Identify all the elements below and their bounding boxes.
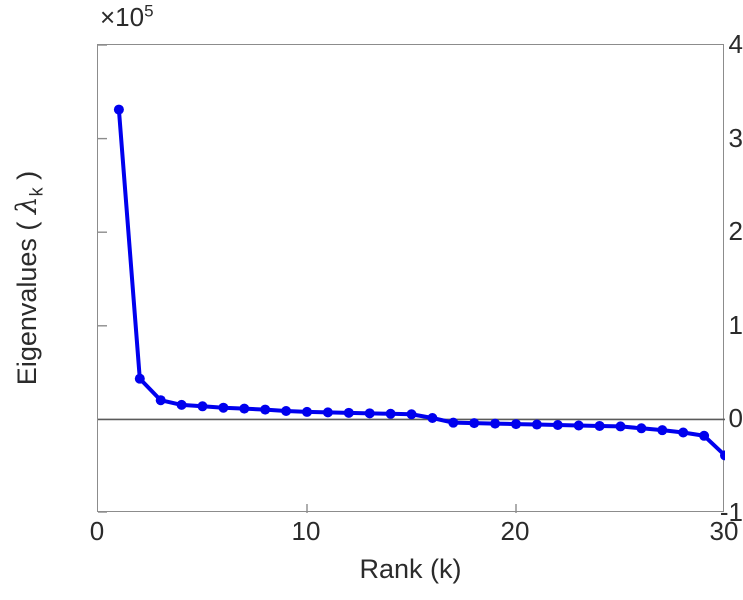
eigenvalue-markers bbox=[113, 104, 725, 461]
data-point-marker bbox=[448, 417, 459, 428]
data-point-marker bbox=[218, 402, 229, 413]
data-point-marker bbox=[239, 403, 250, 414]
data-point-marker bbox=[469, 418, 480, 429]
y-axis-multiplier-exponent: 5 bbox=[144, 1, 154, 21]
data-point-marker bbox=[490, 418, 501, 429]
y-axis-title: Eigenvalues ( λk ) bbox=[10, 44, 47, 512]
y-tick-label: 4 bbox=[728, 29, 743, 59]
y-axis-multiplier-label: ×105 bbox=[100, 1, 154, 32]
data-point-marker bbox=[197, 401, 208, 412]
data-point-marker bbox=[573, 420, 584, 431]
lambda-subscript: k bbox=[26, 187, 47, 197]
data-point-marker bbox=[385, 408, 396, 419]
x-tick-label: 20 bbox=[500, 516, 530, 546]
data-point-marker bbox=[322, 407, 333, 418]
data-point-marker bbox=[657, 425, 668, 436]
y-axis-tick-marks bbox=[98, 45, 107, 513]
data-point-marker bbox=[615, 421, 626, 432]
eigenvalue-line bbox=[116, 107, 725, 458]
data-point-marker bbox=[427, 412, 438, 423]
data-point-marker bbox=[678, 427, 689, 438]
data-point-marker bbox=[531, 419, 542, 430]
x-tick-label: 30 bbox=[709, 516, 739, 546]
x-tick-label: 0 bbox=[89, 516, 105, 546]
data-point-marker bbox=[636, 423, 647, 434]
data-point-marker bbox=[176, 399, 187, 410]
x-tick-label: 10 bbox=[291, 516, 321, 546]
data-point-marker bbox=[281, 405, 292, 416]
data-point-marker bbox=[302, 406, 312, 417]
data-point-marker bbox=[343, 407, 354, 418]
data-point-marker bbox=[134, 373, 145, 384]
data-point-marker bbox=[406, 409, 417, 420]
y-axis-multiplier-base: ×10 bbox=[100, 2, 145, 32]
data-point-marker bbox=[720, 450, 725, 461]
data-point-marker bbox=[511, 419, 521, 430]
y-tick-label: 0 bbox=[728, 403, 743, 434]
data-point-marker bbox=[699, 430, 710, 441]
data-point-marker bbox=[552, 420, 563, 431]
data-point-marker bbox=[155, 395, 166, 406]
lambda-symbol: λ bbox=[10, 196, 43, 215]
y-tick-label: -1 bbox=[719, 497, 743, 527]
x-axis-tick-marks bbox=[306, 504, 517, 513]
data-point-marker bbox=[594, 420, 605, 431]
data-point-marker bbox=[260, 404, 271, 415]
data-point-marker bbox=[113, 104, 124, 115]
plot-area bbox=[97, 44, 725, 513]
y-axis-title-prefix: Eigenvalues ( bbox=[12, 214, 42, 386]
y-tick-label: 1 bbox=[728, 309, 743, 340]
x-axis-title: Rank (k) bbox=[359, 554, 462, 584]
y-tick-label: 3 bbox=[728, 122, 743, 153]
plot-svg bbox=[98, 45, 725, 513]
y-axis-title-suffix: ) bbox=[12, 170, 42, 188]
data-point-marker bbox=[364, 408, 375, 419]
y-tick-label: 2 bbox=[728, 216, 743, 247]
